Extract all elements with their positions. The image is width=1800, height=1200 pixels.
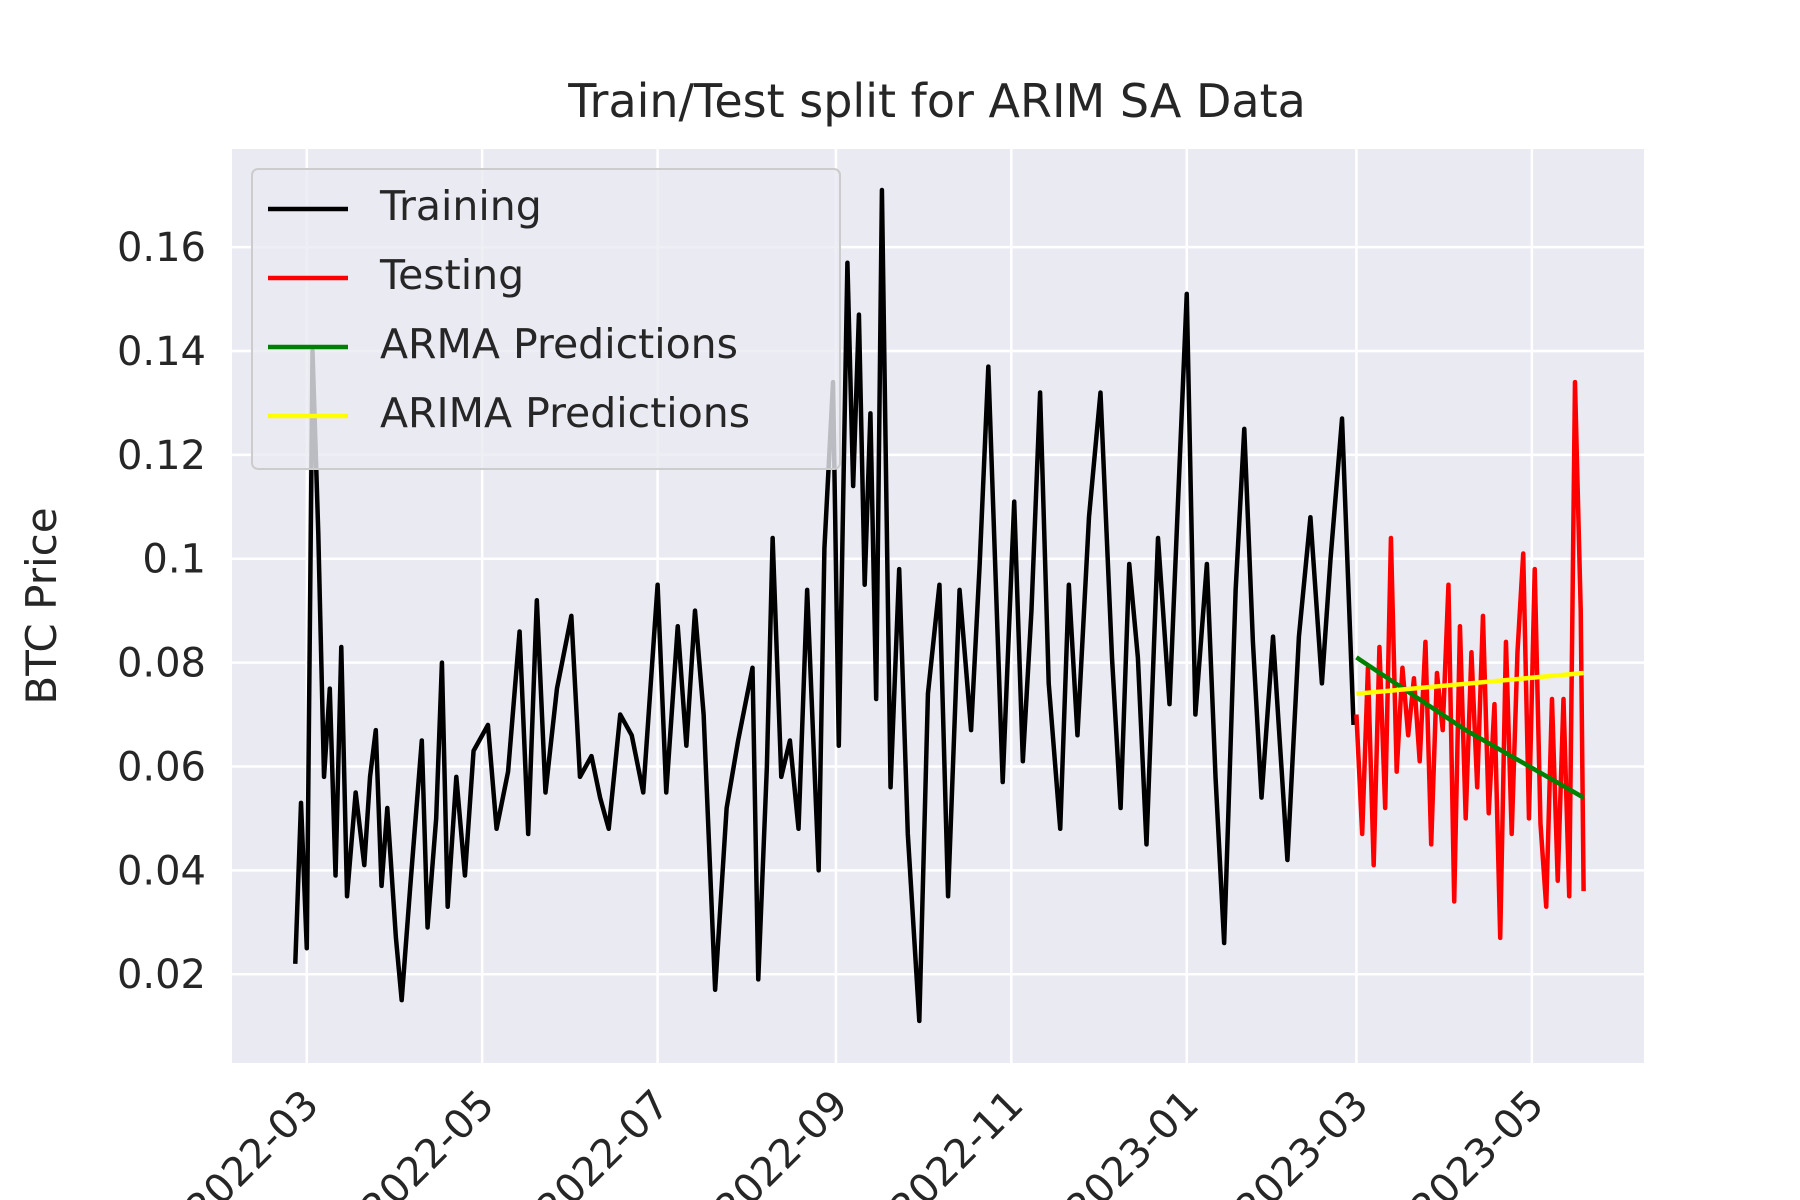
legend-label: ARIMA Predictions: [380, 389, 750, 437]
series-line: [293, 187, 1356, 1024]
lines: [293, 187, 1586, 1024]
y-axis-label: BTC Price: [17, 507, 66, 704]
series-line: [1354, 379, 1586, 941]
series-line: [1356, 670, 1584, 697]
legend-label: Training: [379, 182, 542, 230]
y-tick-label: 0.04: [117, 848, 206, 894]
y-tick-label: 0.08: [117, 641, 206, 687]
y-tick-label: 0.02: [117, 952, 206, 998]
series-line: [1355, 655, 1585, 800]
y-tick-label: 0.14: [117, 329, 206, 375]
chart-title: Train/Test split for ARIM SA Data: [567, 74, 1306, 128]
y-tick-label: 0.16: [117, 225, 206, 271]
legend-label: ARMA Predictions: [380, 320, 738, 368]
legend: Training Testing ARMA Predictions ARIMA Pre…: [251, 168, 841, 470]
legend-label: Testing: [379, 251, 524, 299]
y-tick-label: 0.06: [117, 744, 206, 790]
y-tick-label: 0.1: [142, 537, 206, 583]
y-tick-label: 0.12: [117, 433, 206, 479]
legend-box: [251, 168, 841, 470]
